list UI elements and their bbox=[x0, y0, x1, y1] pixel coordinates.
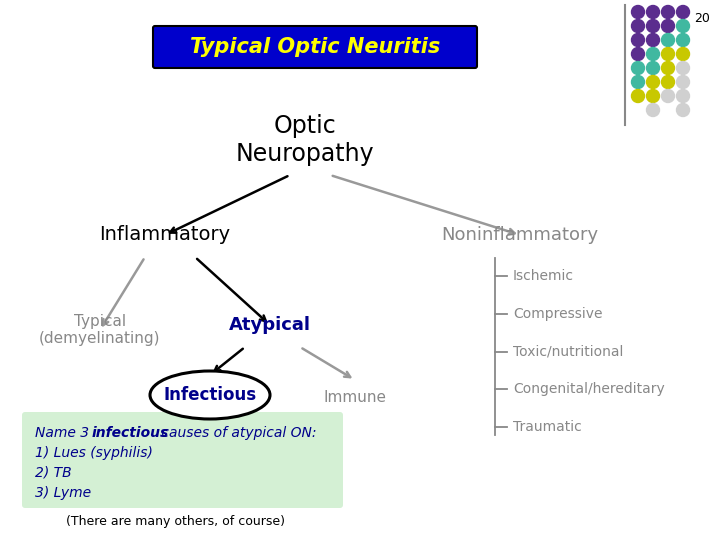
Circle shape bbox=[677, 62, 690, 75]
Circle shape bbox=[677, 33, 690, 46]
Circle shape bbox=[631, 76, 644, 89]
Circle shape bbox=[631, 33, 644, 46]
Circle shape bbox=[647, 62, 660, 75]
Circle shape bbox=[631, 5, 644, 18]
Circle shape bbox=[647, 5, 660, 18]
Circle shape bbox=[662, 62, 675, 75]
Text: Ischemic: Ischemic bbox=[513, 269, 574, 283]
Circle shape bbox=[647, 90, 660, 103]
FancyBboxPatch shape bbox=[153, 26, 477, 68]
Circle shape bbox=[662, 76, 675, 89]
Text: Atypical: Atypical bbox=[229, 316, 311, 334]
Text: Optic
Neuropathy: Optic Neuropathy bbox=[235, 114, 374, 166]
Text: 1) Lues (syphilis): 1) Lues (syphilis) bbox=[35, 446, 153, 460]
Text: Congenital/hereditary: Congenital/hereditary bbox=[513, 382, 665, 396]
Text: Typical
(demyelinating): Typical (demyelinating) bbox=[40, 314, 161, 346]
Text: causes of atypical ON:: causes of atypical ON: bbox=[157, 426, 317, 440]
Circle shape bbox=[647, 104, 660, 117]
FancyBboxPatch shape bbox=[22, 412, 343, 508]
Text: Name 3: Name 3 bbox=[35, 426, 94, 440]
Text: Typical Optic Neuritis: Typical Optic Neuritis bbox=[190, 37, 440, 57]
Circle shape bbox=[677, 76, 690, 89]
Circle shape bbox=[631, 90, 644, 103]
Circle shape bbox=[647, 48, 660, 60]
Circle shape bbox=[631, 48, 644, 60]
Circle shape bbox=[631, 19, 644, 32]
Text: (There are many others, of course): (There are many others, of course) bbox=[66, 516, 284, 529]
Text: Infectious: Infectious bbox=[163, 386, 256, 404]
Circle shape bbox=[662, 33, 675, 46]
Circle shape bbox=[677, 104, 690, 117]
Text: 20: 20 bbox=[694, 12, 710, 25]
Text: Compressive: Compressive bbox=[513, 307, 603, 321]
Text: Toxic/nutritional: Toxic/nutritional bbox=[513, 345, 624, 359]
Circle shape bbox=[647, 76, 660, 89]
Circle shape bbox=[647, 33, 660, 46]
Circle shape bbox=[662, 19, 675, 32]
Circle shape bbox=[662, 5, 675, 18]
Text: 2) TB: 2) TB bbox=[35, 466, 71, 480]
Circle shape bbox=[647, 19, 660, 32]
Text: infectious: infectious bbox=[92, 426, 169, 440]
Circle shape bbox=[677, 5, 690, 18]
Circle shape bbox=[677, 48, 690, 60]
Circle shape bbox=[631, 62, 644, 75]
Circle shape bbox=[662, 48, 675, 60]
Ellipse shape bbox=[150, 371, 270, 419]
Text: Traumatic: Traumatic bbox=[513, 420, 582, 434]
Circle shape bbox=[677, 90, 690, 103]
Text: Inflammatory: Inflammatory bbox=[99, 226, 230, 245]
Circle shape bbox=[662, 90, 675, 103]
Text: Noninflammatory: Noninflammatory bbox=[441, 226, 598, 244]
Text: Immune: Immune bbox=[323, 390, 387, 406]
Text: 3) Lyme: 3) Lyme bbox=[35, 486, 91, 500]
Circle shape bbox=[677, 19, 690, 32]
